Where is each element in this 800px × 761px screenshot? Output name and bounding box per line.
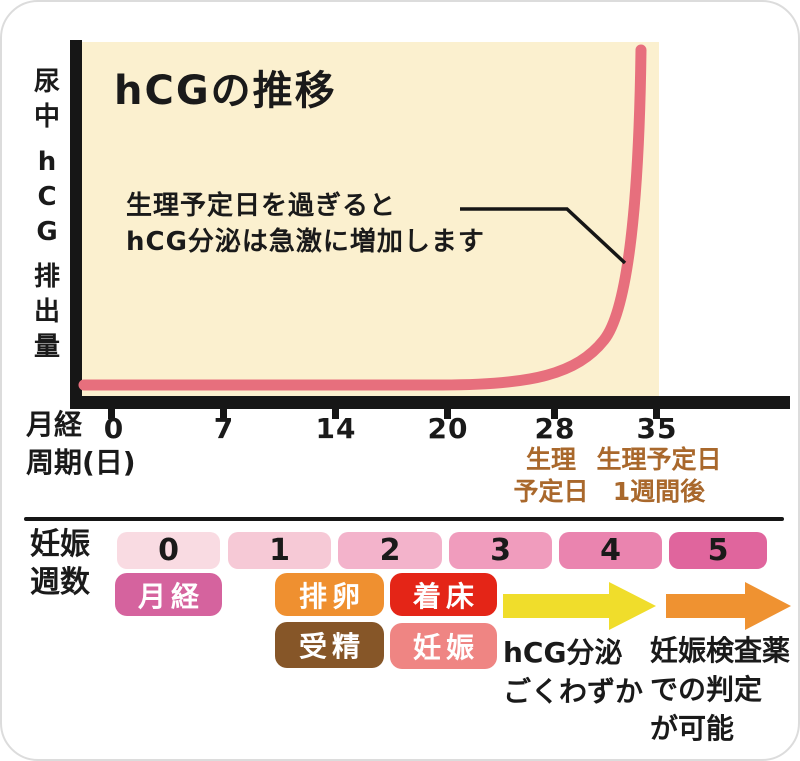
y-axis-char: 量: [33, 332, 60, 362]
x-tick-label-20: 20: [427, 412, 469, 445]
x-tick-20: [444, 406, 451, 419]
week-block-5: 5: [669, 532, 767, 569]
x-tick-7: [220, 406, 227, 419]
week-block-2: 2: [338, 532, 442, 569]
yellow-arrow-svg: [503, 582, 656, 630]
y-axis-label: 尿 中 h C G 排 出 量: [28, 68, 66, 361]
orange-arrow: [666, 582, 791, 630]
x-tick-label-0: 0: [103, 412, 125, 445]
x-tick-0: [108, 406, 115, 419]
badge-fertilization: 受精: [275, 622, 384, 668]
chart-title: hCGの推移: [114, 68, 337, 114]
x-tick-28: [551, 406, 558, 419]
x-tick-14: [332, 406, 339, 419]
badge-implantation: 着床: [390, 573, 497, 616]
note-week-after-period-line2: 1週間後: [612, 477, 706, 506]
pregnancy-weeks-label-line2: 週数: [30, 565, 90, 600]
badge-ovulation: 排卵: [275, 573, 384, 616]
annotation-line2: hCG分泌は急激に増加します: [126, 227, 485, 257]
y-axis-char: 尿: [33, 67, 60, 97]
orange-arrow-svg: [666, 582, 791, 630]
note-expected-period-line2: 予定日: [513, 477, 589, 506]
badge-menstruation: 月経: [115, 573, 222, 616]
yellow-arrow-note-line1: hCG分泌: [503, 636, 623, 669]
section-divider: [24, 517, 784, 521]
yellow-arrow-note: hCG分泌 ごくわずか: [503, 633, 643, 711]
x-tick-label-7: 7: [213, 412, 235, 445]
y-axis-char: C: [37, 182, 57, 212]
annotation-line1: 生理予定日を過ぎると: [126, 191, 397, 221]
note-week-after-period-line1: 生理予定日: [596, 445, 722, 474]
x-tick-label-28: 28: [534, 412, 576, 445]
week-block-1: 1: [228, 532, 331, 569]
y-axis-char: 排: [33, 262, 60, 292]
pregnancy-weeks-label-line1: 妊娠: [30, 527, 90, 562]
orange-arrow-note: 妊娠検査薬 での判定 が可能: [650, 631, 790, 748]
orange-arrow-note-line3: が可能: [650, 712, 735, 745]
x-axis-line: [70, 396, 790, 409]
x-axis-label: 月経 周期(日): [26, 406, 136, 482]
week-block-3: 3: [449, 532, 552, 569]
annotation-text: 生理予定日を過ぎると hCG分泌は急激に増加します: [126, 188, 485, 260]
week-block-0: 0: [117, 532, 220, 569]
orange-arrow-note-line1: 妊娠検査薬: [650, 634, 791, 667]
y-axis-char: 中: [33, 102, 60, 132]
yellow-arrow-note-line2: ごくわずか: [503, 675, 644, 708]
pregnancy-weeks-label: 妊娠 週数: [30, 526, 90, 602]
badge-pregnancy: 妊娠: [390, 623, 497, 669]
week-block-4: 4: [559, 532, 662, 569]
note-expected-period: 生理 予定日: [513, 444, 588, 508]
y-axis-line: [70, 40, 82, 409]
x-tick-35: [653, 406, 660, 419]
note-expected-period-line1: 生理: [525, 445, 577, 474]
x-axis-label-line2: 周期(日): [26, 446, 136, 479]
x-axis-label-line1: 月経: [26, 408, 83, 441]
orange-arrow-note-line2: での判定: [650, 673, 763, 706]
y-axis-char: h: [37, 147, 57, 177]
x-tick-label-14: 14: [315, 412, 357, 445]
y-axis-char: G: [36, 217, 58, 247]
yellow-arrow: [503, 582, 656, 630]
y-axis-char: 出: [33, 297, 60, 327]
note-week-after-period: 生理予定日 1週間後: [596, 444, 721, 508]
x-tick-label-35: 35: [636, 412, 678, 445]
